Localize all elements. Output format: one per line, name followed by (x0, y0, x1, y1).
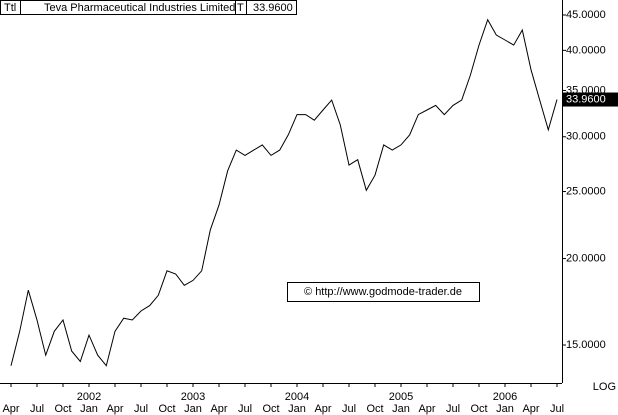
value-box (246, 0, 297, 15)
header-marker: T (237, 2, 244, 14)
x-tick-label: Apr (418, 403, 435, 415)
x-tick-label: Apr (106, 403, 123, 415)
price-line (10, 18, 558, 367)
x-tick-label: Oct (366, 403, 383, 415)
year-label: 2002 (77, 391, 101, 403)
scale-label: LOG (593, 381, 616, 393)
header-value: 33.9600 (253, 2, 293, 14)
x-tick-label: Jan (288, 403, 306, 415)
x-tick-label: Jul (30, 403, 44, 415)
x-tick-label: Jan (392, 403, 410, 415)
x-tick-label: Jan (496, 403, 514, 415)
y-tick-label: 25.0000 (566, 185, 606, 197)
year-label: 2005 (389, 391, 413, 403)
year-label: 2004 (285, 391, 309, 403)
current-value-label: 33.9600 (566, 93, 606, 105)
year-label: 2003 (181, 391, 205, 403)
x-tick-label: Oct (54, 403, 71, 415)
header-left: Ttl (4, 2, 16, 14)
y-tick-label: 20.0000 (566, 252, 606, 264)
chart-title: Teva Pharmaceutical Industries Limited (44, 2, 235, 14)
x-tick-label: Apr (522, 403, 539, 415)
watermark: © http://www.godmode-trader.de (304, 286, 462, 298)
x-tick-label: Apr (2, 403, 19, 415)
y-tick-label: 15.0000 (566, 339, 606, 351)
y-tick-label: 45.0000 (566, 9, 606, 21)
year-label: 2006 (493, 391, 517, 403)
x-tick-label: Apr (314, 403, 331, 415)
x-tick-label: Apr (210, 403, 227, 415)
x-tick-label: Oct (262, 403, 279, 415)
x-tick-label: Jul (238, 403, 252, 415)
y-tick-label: 30.0000 (566, 131, 606, 143)
x-tick-label: Jan (80, 403, 98, 415)
x-tick-label: Oct (158, 403, 175, 415)
watermark-box (287, 282, 480, 302)
current-value-box (563, 92, 618, 107)
x-tick-label: Jul (446, 403, 460, 415)
y-tick-label: 40.0000 (566, 44, 606, 56)
x-tick-label: Jul (342, 403, 356, 415)
x-tick-label: Oct (470, 403, 487, 415)
x-tick-label: Jul (550, 403, 564, 415)
x-tick-label: Jan (184, 403, 202, 415)
x-tick-label: Jul (134, 403, 148, 415)
